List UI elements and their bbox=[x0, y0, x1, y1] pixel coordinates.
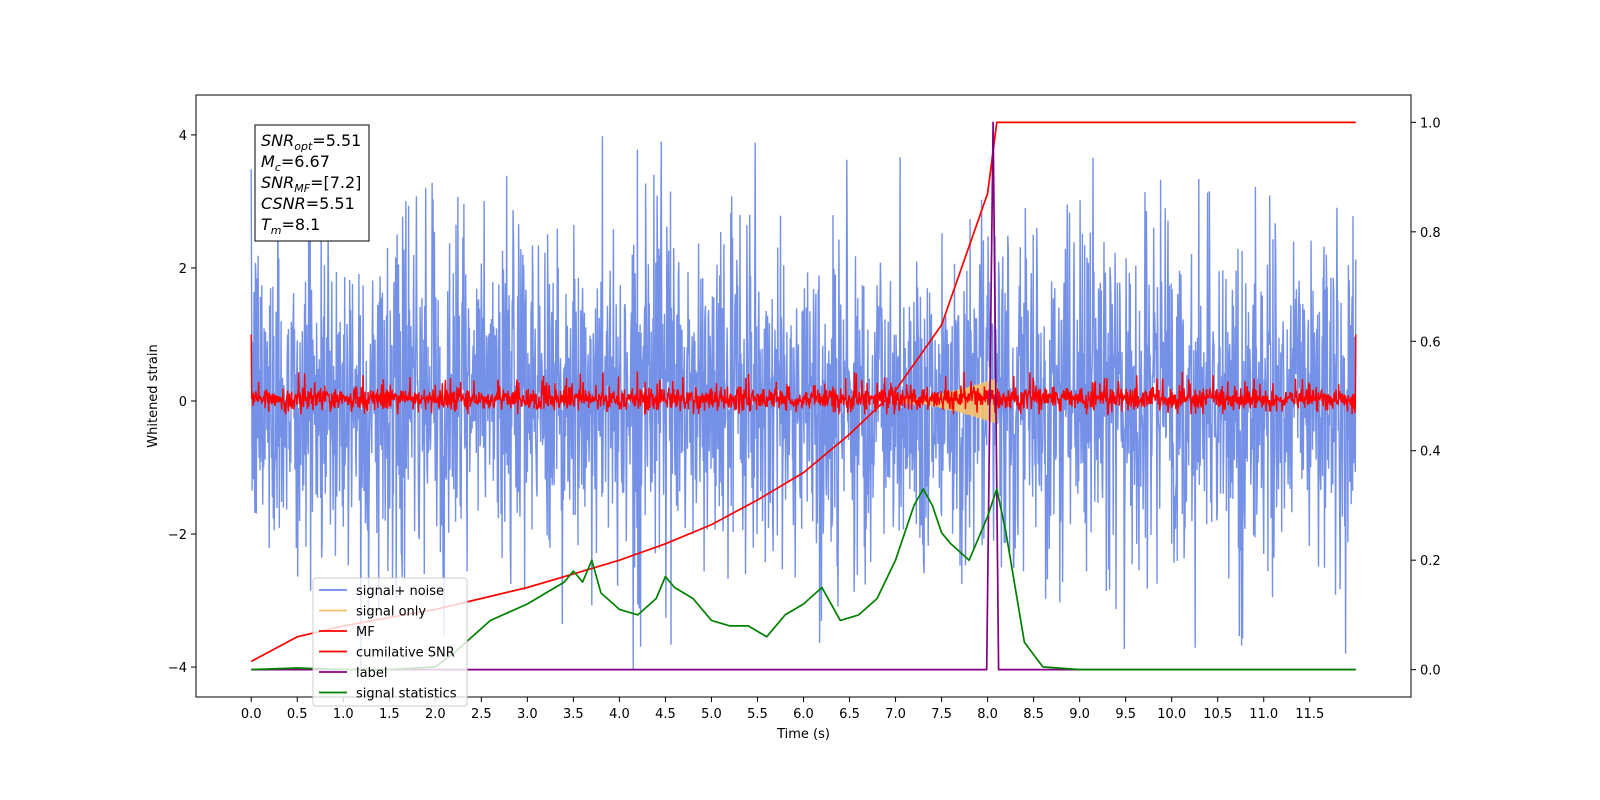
x-tick-label: 9.0 bbox=[1069, 707, 1090, 722]
annotation-symbol: SNR bbox=[261, 173, 294, 192]
legend-entry: signal statistics bbox=[356, 687, 457, 702]
x-tick-label: 3.0 bbox=[517, 707, 538, 722]
annotation-line: SNRMF=[7.2] bbox=[261, 173, 361, 195]
annotation-subscript: m bbox=[271, 224, 282, 237]
x-tick-label: 5.0 bbox=[701, 707, 722, 722]
y-left-tick-label: −2 bbox=[168, 528, 187, 543]
x-tick-label: 6.0 bbox=[793, 707, 814, 722]
annotation-symbol: T bbox=[261, 215, 272, 234]
x-tick-label: 0.0 bbox=[241, 707, 262, 722]
x-tick-label: 5.5 bbox=[747, 707, 768, 722]
y-left-tick-label: 4 bbox=[179, 129, 187, 144]
y-left-tick-label: −4 bbox=[168, 661, 187, 676]
legend-entry: signal+ noise bbox=[356, 584, 444, 599]
x-tick-label: 7.0 bbox=[885, 707, 906, 722]
snr-annotation-box: SNRopt=5.51Mc=6.67SNRMF=[7.2]CSNR=5.51Tm… bbox=[254, 124, 370, 242]
series-signal-statistics bbox=[251, 488, 1356, 671]
y-right-tick-label: 1.0 bbox=[1420, 116, 1441, 131]
x-tick-label: 4.0 bbox=[609, 707, 630, 722]
x-tick-label: 10.5 bbox=[1203, 707, 1232, 722]
annotation-line: SNRopt=5.51 bbox=[261, 131, 361, 153]
annotation-symbol: M bbox=[261, 152, 275, 171]
x-axis-label: Time (s) bbox=[776, 727, 830, 742]
annotation-subscript: MF bbox=[294, 182, 310, 195]
x-tick-label: 6.5 bbox=[839, 707, 860, 722]
x-tick-label: 2.5 bbox=[471, 707, 492, 722]
axes: 0.0 0.5 1.0 1.5 2.0 2.5 3.0 3.5 4.0 4.5 5.0 5.5 6.0 6… bbox=[168, 94, 1441, 722]
series-signal-noise bbox=[250, 136, 1357, 671]
x-tick-label: 0.5 bbox=[287, 707, 308, 722]
x-tick-label: 7.5 bbox=[931, 707, 952, 722]
annotation-subscript: c bbox=[275, 161, 281, 174]
annotation-value: =5.51 bbox=[306, 194, 355, 213]
legend-frame bbox=[312, 577, 468, 707]
legend-entry: MF bbox=[356, 625, 375, 640]
y-axis-label: Whitened strain bbox=[146, 344, 161, 447]
x-tick-label: 11.5 bbox=[1295, 707, 1324, 722]
annotation-line: Mc=6.67 bbox=[261, 152, 330, 174]
y-left-tick-label: 2 bbox=[179, 262, 187, 277]
x-tick-label: 11.0 bbox=[1249, 707, 1278, 722]
annotation-line: Tm=8.1 bbox=[261, 215, 320, 237]
legend: signal+ noise signal only MF cumilative SNR… bbox=[312, 577, 468, 707]
x-tick-label: 1.5 bbox=[379, 707, 400, 722]
y-left-tick-label: 0 bbox=[179, 395, 187, 410]
x-tick-label: 4.5 bbox=[655, 707, 676, 722]
annotation-value: =8.1 bbox=[282, 215, 321, 234]
annotation-symbol: SNR bbox=[261, 131, 294, 150]
x-tick-label: 2.0 bbox=[425, 707, 446, 722]
annotation-value: =6.67 bbox=[281, 152, 330, 171]
x-tick-label: 8.0 bbox=[977, 707, 998, 722]
y-right-tick-label: 0.2 bbox=[1420, 554, 1441, 569]
x-tick-label: 8.5 bbox=[1023, 707, 1044, 722]
series-mf bbox=[250, 334, 1357, 417]
annotation-subscript: opt bbox=[294, 140, 313, 153]
x-tick-label: 10.0 bbox=[1157, 707, 1186, 722]
x-tick-label: 3.5 bbox=[563, 707, 584, 722]
x-tick-label: 1.0 bbox=[333, 707, 354, 722]
y-right-tick-label: 0.0 bbox=[1420, 664, 1441, 679]
x-tick-label: 9.5 bbox=[1115, 707, 1136, 722]
legend-entry: label bbox=[356, 666, 387, 681]
annotation-frame bbox=[254, 124, 370, 242]
annotation-value: =5.51 bbox=[312, 131, 361, 150]
legend-entry: cumilative SNR bbox=[356, 646, 455, 661]
annotation-symbol: CSNR bbox=[261, 194, 306, 213]
annotation-line: CSNR=5.51 bbox=[261, 194, 355, 213]
y-right-tick-label: 0.4 bbox=[1420, 445, 1441, 460]
y-right-tick-label: 0.8 bbox=[1420, 226, 1441, 241]
annotation-value: =[7.2] bbox=[310, 173, 361, 192]
y-right-tick-label: 0.6 bbox=[1420, 335, 1441, 350]
legend-entry: signal only bbox=[356, 605, 426, 620]
